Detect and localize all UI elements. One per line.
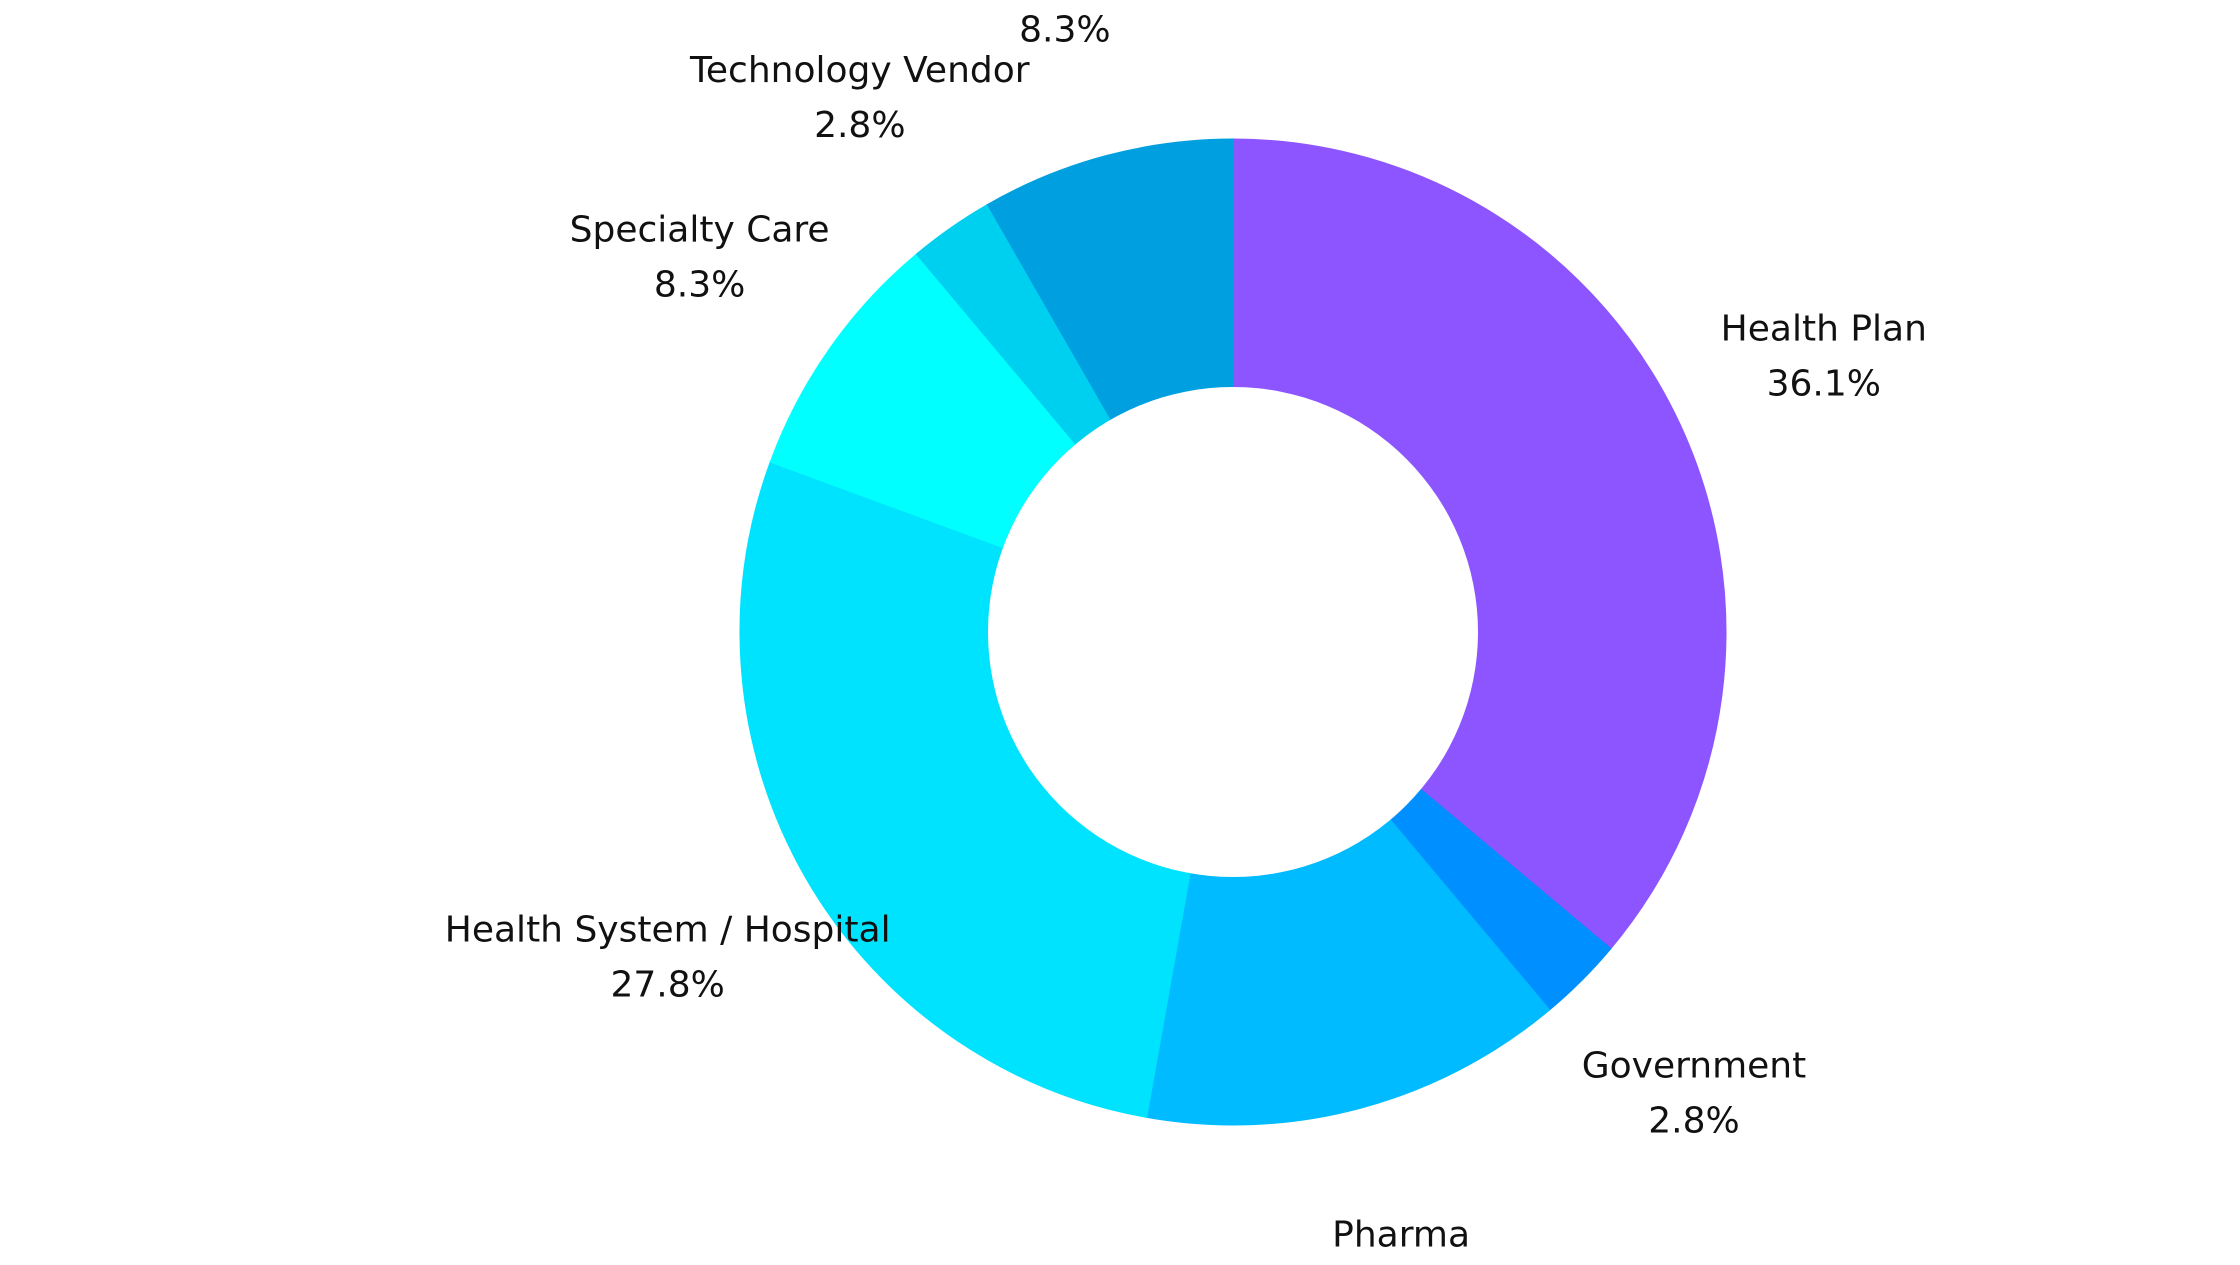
slice-percent-research-other: 8.3% [1019, 10, 1110, 51]
slice-label-specialty-care: Specialty Care [570, 210, 830, 251]
slice-percent-specialty-care: 8.3% [654, 265, 745, 306]
slice-percent-health-plan: 36.1% [1767, 364, 1881, 405]
slice-label-government: Government [1582, 1046, 1807, 1087]
slice-label-technology-vendor: Technology Vendor [689, 50, 1030, 91]
slice-label-pharma: Pharma [1332, 1215, 1470, 1256]
slice-percent-government: 2.8% [1648, 1101, 1739, 1142]
labels-layer: Health Plan36.1%Government2.8%Pharma13.9… [445, 10, 1927, 1256]
slice-percent-health-system-hospital: 27.8% [611, 964, 725, 1005]
slice-label-health-plan: Health Plan [1721, 309, 1927, 350]
slice-health-plan [1232, 138, 1727, 950]
slice-percent-technology-vendor: 2.8% [814, 105, 905, 146]
donut-hole [988, 387, 1478, 877]
slice-label-health-system-hospital: Health System / Hospital [445, 909, 891, 950]
